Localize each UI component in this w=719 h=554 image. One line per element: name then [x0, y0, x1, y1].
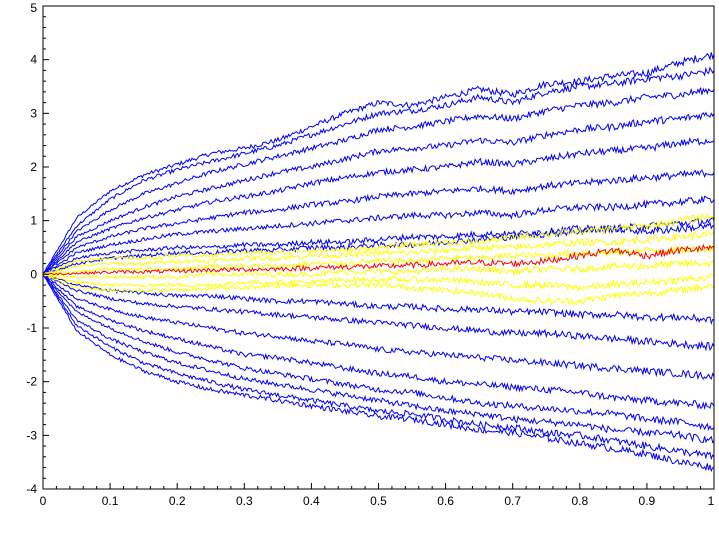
x-tick-label: 0.3: [236, 494, 253, 508]
y-tick-label: -4: [26, 482, 37, 496]
series-line-17: [42, 212, 715, 276]
x-tick-label: 0.2: [169, 494, 186, 508]
x-tick-label: 0.1: [102, 494, 119, 508]
series-line-13: [42, 273, 715, 431]
series-line-19: [42, 243, 715, 275]
x-tick-label: 1: [708, 494, 715, 508]
y-tick-label: 4: [30, 53, 37, 67]
x-tick-label: 0.6: [437, 494, 454, 508]
series-line-22: [42, 273, 715, 306]
series-line-0: [42, 52, 715, 275]
y-tick-label: -3: [26, 428, 37, 442]
x-tick-label: 0.9: [639, 494, 656, 508]
x-axis: 0 0.1 0.2 0.3 0.4 0.5 0.6 0.7 0.8 0.9 1: [40, 483, 715, 508]
y-tick-label: -1: [26, 321, 37, 335]
x-tick-label: 0.5: [370, 494, 387, 508]
series-line-3: [42, 111, 715, 275]
series-line-23: [42, 243, 715, 276]
series-line-11: [42, 273, 715, 381]
y-tick-label: 5: [30, 1, 37, 15]
y-axis: -4 -3 -2 -1 0 1 2 3 4 5: [26, 1, 49, 496]
y-tick-label: 2: [30, 160, 37, 174]
series-layer: [42, 52, 715, 473]
y-tick-label: -2: [26, 375, 37, 389]
series-line-20: [42, 258, 715, 280]
y-tick-label: 3: [30, 106, 37, 120]
series-line-9: [42, 273, 715, 325]
series-line-2: [42, 87, 715, 275]
x-tick-label: 0: [40, 494, 47, 508]
y-tick-label: 0: [30, 267, 37, 281]
series-line-21: [42, 273, 715, 293]
series-line-4: [42, 137, 715, 275]
series-line-12: [42, 274, 715, 411]
series-line-14: [42, 274, 715, 444]
series-line-1: [42, 66, 715, 275]
series-line-16: [42, 274, 715, 473]
series-line-6: [42, 195, 715, 275]
x-tick-label: 0.8: [571, 494, 588, 508]
x-tick-label: 0.7: [504, 494, 521, 508]
y-tick-label: 1: [30, 214, 37, 228]
series-line-15: [42, 274, 715, 461]
x-tick-label: 0.4: [303, 494, 320, 508]
series-line-5: [42, 169, 715, 275]
series-line-10: [42, 273, 715, 352]
series-line-18: [42, 230, 715, 275]
